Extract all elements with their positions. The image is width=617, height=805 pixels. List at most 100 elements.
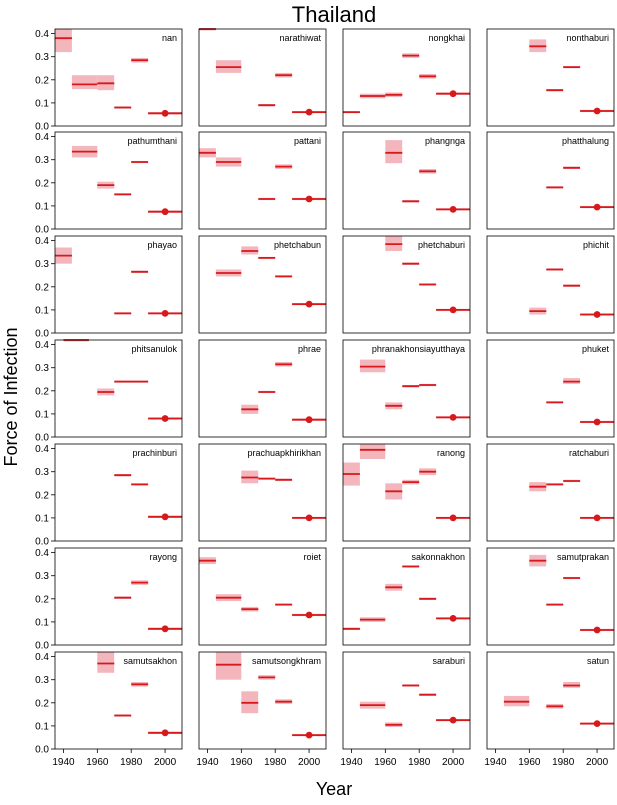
x-tick-label: 1960: [518, 757, 541, 768]
panel-frame: [486, 339, 615, 438]
panel-frame: [198, 235, 327, 334]
y-tick-label: 0.3: [35, 675, 49, 686]
y-tick-label: 0.3: [35, 363, 49, 374]
y-tick-label: 0.2: [35, 386, 49, 397]
panel-label: phichit: [583, 240, 610, 250]
panel-frame: [198, 651, 327, 750]
panel-prachuapkhirikhan: prachuapkhirikhan: [198, 443, 327, 542]
y-tick-label: 0.0: [35, 433, 49, 444]
x-tick-label: 1960: [230, 757, 253, 768]
x-tick-label: 1940: [340, 757, 363, 768]
y-tick-label: 0.0: [35, 745, 49, 756]
estimate-point: [593, 311, 601, 318]
panel-label: pathumthani: [127, 136, 177, 146]
x-tick-label: 2000: [298, 757, 321, 768]
panel-label: ranong: [437, 448, 465, 458]
y-tick-label: 0.3: [35, 259, 49, 270]
panel-frame: [198, 443, 327, 542]
panel-label: phatthalung: [562, 136, 609, 146]
panel-label: samutsongkhram: [252, 656, 321, 666]
panel-label: phranakhonsiayutthaya: [372, 344, 465, 354]
y-tick-label: 0.2: [35, 490, 49, 501]
panel-frame: [342, 651, 471, 750]
ci-band: [385, 140, 403, 164]
panel-nongkhai: nongkhai: [342, 28, 471, 127]
x-tick-label: 1980: [552, 757, 575, 768]
estimate-point: [593, 107, 601, 115]
ci-band: [215, 652, 242, 680]
panel-frame: [198, 131, 327, 230]
y-tick-label: 0.0: [35, 641, 49, 652]
estimate-point: [161, 513, 169, 521]
x-tick-label: 1980: [408, 757, 431, 768]
estimate-point: [449, 615, 457, 622]
panel-frame: [54, 443, 183, 542]
ci-band: [97, 652, 115, 673]
y-tick-label: 0.1: [35, 513, 49, 524]
panel-frame: [486, 28, 615, 127]
panel-frame: [54, 339, 183, 438]
panel-label: nongkhai: [428, 33, 465, 43]
panel-phetchabun: phetchabun: [198, 235, 327, 334]
panel-label: phitsanulok: [131, 344, 177, 354]
panel-label: narathiwat: [279, 33, 321, 43]
panel-label: samutsakhon: [123, 656, 177, 666]
y-tick-label: 0.0: [35, 329, 49, 340]
panel-label: ratchaburi: [569, 448, 609, 458]
x-tick-label: 1980: [120, 757, 143, 768]
panel-phranakhonsiayutthaya: phranakhonsiayutthaya: [342, 339, 471, 438]
x-tick-label: 1940: [196, 757, 219, 768]
panel-label: phetchaburi: [418, 240, 465, 250]
y-tick-label: 0.3: [35, 155, 49, 166]
y-tick-label: 0.4: [35, 236, 49, 247]
panel-phatthalung: phatthalung: [486, 131, 615, 230]
panel-label: rayong: [149, 552, 177, 562]
estimate-point: [161, 625, 169, 633]
estimate-point: [161, 415, 169, 422]
y-tick-label: 0.0: [35, 537, 49, 548]
ci-band: [71, 75, 98, 90]
estimate-point: [593, 203, 601, 211]
y-tick-label: 0.2: [35, 178, 49, 189]
panel-label: phuket: [582, 344, 610, 354]
y-tick-label: 0.2: [35, 698, 49, 709]
panel-frame: [54, 651, 183, 750]
y-tick-label: 0.3: [35, 52, 49, 63]
y-tick-label: 0.4: [35, 132, 49, 143]
panel-label: phangnga: [425, 136, 465, 146]
y-tick-label: 0.4: [35, 29, 49, 40]
panel-frame: [486, 651, 615, 750]
panel-frame: [198, 28, 327, 127]
panel-label: prachuapkhirikhan: [247, 448, 321, 458]
ci-band: [359, 444, 386, 459]
panel-samutprakan: samutprakan: [486, 547, 615, 646]
estimate-point: [305, 611, 313, 619]
panel-label: nan: [162, 33, 177, 43]
y-tick-label: 0.1: [35, 409, 49, 420]
panel-phichit: phichit: [486, 235, 615, 334]
panel-pattani: pattani: [198, 131, 327, 230]
panel-phetchaburi: phetchaburi: [342, 235, 471, 334]
estimate-point: [305, 108, 313, 116]
y-tick-label: 0.1: [35, 98, 49, 109]
panel-saraburi: saraburi 1940 1960 1980 2000: [340, 651, 471, 768]
y-tick-label: 0.4: [35, 652, 49, 663]
estimate-point: [161, 729, 169, 737]
panel-label: nonthaburi: [566, 33, 609, 43]
chart-title: Thailand: [292, 2, 376, 27]
panel-label: phrae: [298, 344, 321, 354]
panel-roiet: roiet: [198, 547, 327, 646]
panel-label: phayao: [147, 240, 177, 250]
panel-frame: [486, 131, 615, 230]
panel-phayao: phayao 0.0 0.1 0.2 0.3 0.4: [35, 235, 183, 340]
y-tick-label: 0.2: [35, 75, 49, 86]
x-tick-label: 2000: [154, 757, 177, 768]
estimate-point: [593, 626, 601, 634]
panel-phuket: phuket: [486, 339, 615, 438]
panel-label: samutprakan: [557, 552, 609, 562]
estimate-point: [449, 90, 457, 98]
x-axis-label: Year: [316, 779, 352, 799]
panel-frame: [342, 28, 471, 127]
estimate-point: [305, 731, 313, 739]
